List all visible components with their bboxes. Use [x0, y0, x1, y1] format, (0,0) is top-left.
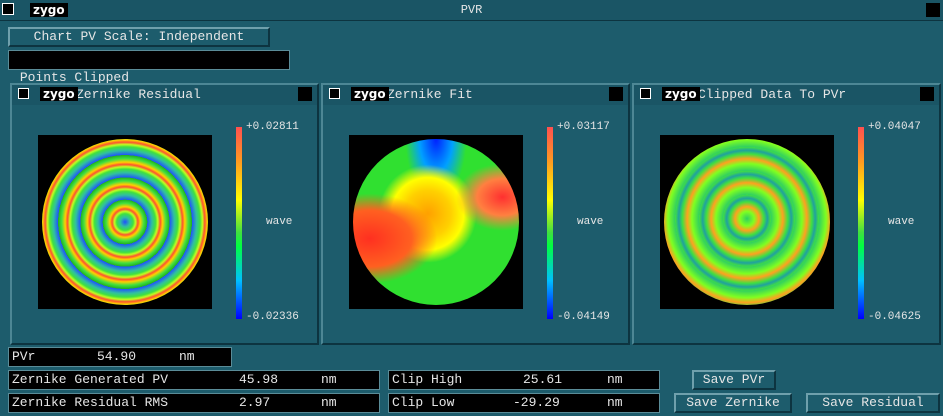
- surface-map: [660, 135, 834, 309]
- result-label: PVr: [12, 349, 36, 364]
- plot-panel: Clipped Data To PVr zygo +0.04047 wave -0.04…: [632, 83, 941, 345]
- plot-panel: Zernike Fit zygo +0.03117 wave -0.04149: [321, 83, 630, 345]
- result-unit: nm: [607, 372, 623, 387]
- result-unit: nm: [321, 372, 337, 387]
- result-field: Clip High 25.61 nm: [388, 370, 660, 390]
- result-field: Clip Low -29.29 nm: [388, 393, 660, 413]
- surface-map: [38, 135, 212, 309]
- close-box[interactable]: [329, 88, 340, 99]
- result-unit: nm: [179, 349, 195, 364]
- scale-min: -0.04149: [557, 311, 610, 323]
- result-value: 2.97: [239, 395, 271, 410]
- scale-min: -0.04625: [868, 311, 921, 323]
- menu-icon[interactable]: [298, 87, 312, 101]
- window-title: PVR: [460, 3, 483, 17]
- surface-map: [349, 135, 523, 309]
- color-bar: [858, 127, 864, 319]
- surface-data: [42, 139, 208, 305]
- result-value: -29.29: [513, 395, 560, 410]
- panel-header: [634, 85, 939, 105]
- panel-title: Zernike Fit: [387, 87, 473, 102]
- result-label: Clip Low: [392, 395, 455, 410]
- result-label: Clip High: [392, 372, 463, 387]
- surface-data: [664, 139, 830, 305]
- result-field: Zernike Generated PV 45.98 nm: [8, 370, 380, 390]
- panel-title: Clipped Data To PVr: [698, 87, 847, 102]
- scale-unit: wave: [577, 216, 604, 228]
- result-label: Zernike Residual RMS: [12, 395, 169, 410]
- logo: zygo: [30, 3, 68, 17]
- panel-header: [12, 85, 317, 105]
- scale-max: +0.02811: [246, 121, 299, 133]
- scale-max: +0.04047: [868, 121, 921, 133]
- scale-unit: wave: [266, 216, 293, 228]
- color-bar: [236, 127, 242, 319]
- result-value: 45.98: [239, 372, 279, 387]
- result-field: Zernike Residual RMS 2.97 nm: [8, 393, 380, 413]
- result-label: Zernike Generated PV: [12, 372, 169, 387]
- scale-min: -0.02336: [246, 311, 299, 323]
- result-value: 54.90: [97, 349, 137, 364]
- result-unit: nm: [321, 395, 337, 410]
- panel-title: Zernike Residual: [76, 87, 201, 102]
- close-box[interactable]: [18, 88, 29, 99]
- pv-scale-button[interactable]: Chart PV Scale: Independent: [8, 27, 270, 47]
- close-box[interactable]: [640, 88, 651, 99]
- menu-icon[interactable]: [920, 87, 934, 101]
- plot-panel: Zernike Residual zygo +0.02811 wave -0.02336: [10, 83, 319, 345]
- scale-unit: wave: [888, 216, 915, 228]
- scale-max: +0.03117: [557, 121, 610, 133]
- save-button[interactable]: Save Residual: [806, 393, 940, 413]
- result-field: PVr 54.90 nm: [8, 347, 232, 367]
- points-clipped-field: Points Clipped 22: [8, 50, 290, 103]
- logo: zygo: [351, 87, 389, 101]
- color-bar: [547, 127, 553, 319]
- save-button[interactable]: Save PVr: [692, 370, 776, 390]
- menu-icon[interactable]: [609, 87, 623, 101]
- logo: zygo: [662, 87, 700, 101]
- surface-data: [353, 139, 519, 305]
- result-value: 25.61: [523, 372, 563, 387]
- title-bar: [0, 0, 943, 21]
- logo: zygo: [40, 87, 78, 101]
- close-box[interactable]: [2, 3, 14, 15]
- panel-header: [323, 85, 628, 105]
- menu-icon[interactable]: [926, 3, 940, 17]
- label: Points Clipped: [19, 70, 130, 85]
- save-button[interactable]: Save Zernike: [674, 393, 792, 413]
- result-unit: nm: [607, 395, 623, 410]
